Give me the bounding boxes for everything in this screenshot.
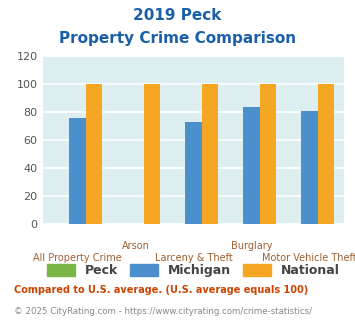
Text: Arson: Arson: [121, 241, 149, 251]
Bar: [244, 107, 260, 224]
Text: Compared to U.S. average. (U.S. average equals 100): Compared to U.S. average. (U.S. average …: [14, 285, 308, 295]
Bar: [185, 122, 202, 224]
Bar: [260, 84, 276, 224]
Bar: [301, 111, 318, 224]
Text: Property Crime Comparison: Property Crime Comparison: [59, 31, 296, 46]
Bar: [202, 84, 218, 224]
Text: Burglary: Burglary: [231, 241, 272, 251]
Legend: Peck, Michigan, National: Peck, Michigan, National: [42, 259, 345, 282]
Text: Motor Vehicle Theft: Motor Vehicle Theft: [262, 253, 355, 263]
Text: All Property Crime: All Property Crime: [33, 253, 122, 263]
Bar: [318, 84, 334, 224]
Bar: [69, 118, 86, 224]
Bar: [86, 84, 102, 224]
Bar: [143, 84, 160, 224]
Text: Larceny & Theft: Larceny & Theft: [154, 253, 233, 263]
Text: © 2025 CityRating.com - https://www.cityrating.com/crime-statistics/: © 2025 CityRating.com - https://www.city…: [14, 307, 312, 316]
Text: 2019 Peck: 2019 Peck: [133, 8, 222, 23]
